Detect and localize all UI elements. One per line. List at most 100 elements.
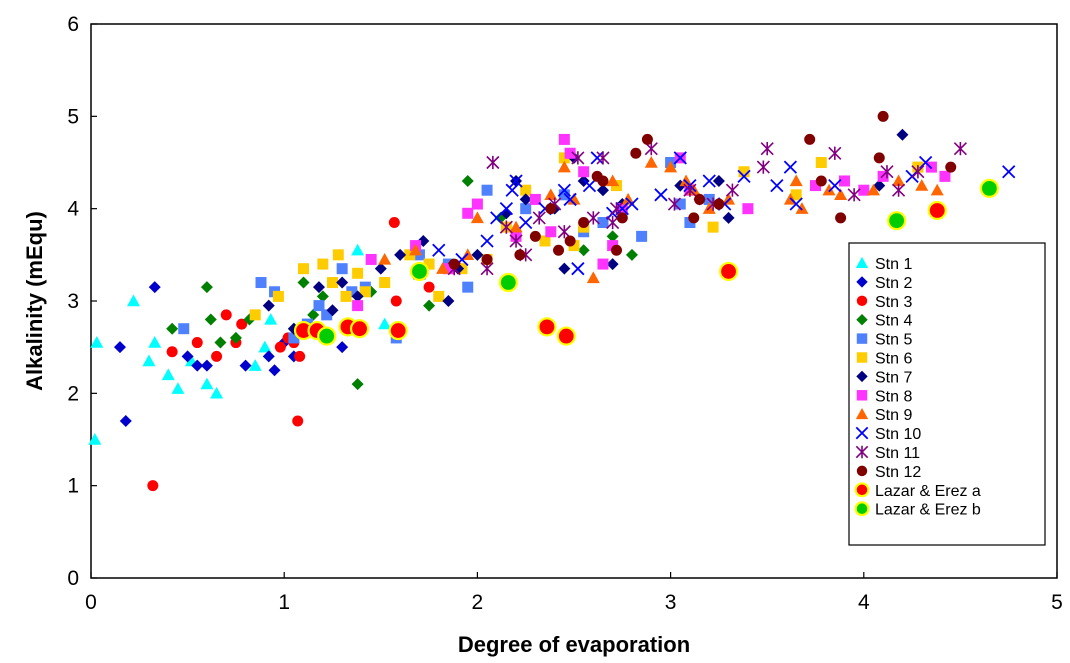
data-point bbox=[148, 336, 162, 348]
data-point bbox=[529, 230, 541, 242]
data-point bbox=[480, 234, 494, 248]
series-4 bbox=[166, 174, 638, 391]
data-point bbox=[388, 217, 400, 229]
data-point bbox=[702, 174, 716, 188]
data-point bbox=[262, 350, 275, 363]
legend-marker bbox=[856, 390, 868, 401]
data-point bbox=[688, 212, 700, 224]
data-point bbox=[606, 215, 620, 230]
x-tick-label: 3 bbox=[665, 591, 677, 614]
y-tick-label: 0 bbox=[67, 567, 79, 590]
data-point bbox=[352, 267, 364, 279]
legend-marker bbox=[856, 333, 868, 344]
data-point bbox=[442, 295, 455, 307]
data-point bbox=[312, 281, 325, 294]
data-point bbox=[858, 184, 870, 196]
data-point bbox=[880, 165, 894, 179]
data-point bbox=[161, 368, 175, 381]
data-point bbox=[606, 230, 619, 243]
data-point bbox=[274, 341, 286, 353]
data-point bbox=[332, 249, 344, 261]
data-point bbox=[553, 244, 565, 256]
data-point bbox=[694, 193, 706, 205]
data-point bbox=[288, 332, 300, 344]
data-point bbox=[641, 133, 653, 145]
legend-label: Stn 11 bbox=[875, 445, 920, 462]
data-point bbox=[578, 217, 590, 229]
data-point bbox=[178, 323, 190, 335]
legend-marker bbox=[854, 501, 870, 517]
data-point bbox=[578, 166, 590, 178]
legend-label: Stn 10 bbox=[875, 426, 921, 443]
legend-item: Stn 8 bbox=[856, 388, 912, 405]
data-point bbox=[378, 252, 392, 265]
data-point bbox=[718, 261, 739, 282]
data-point bbox=[336, 276, 349, 289]
data-point bbox=[448, 258, 460, 270]
legend-marker bbox=[856, 276, 868, 288]
data-point bbox=[625, 248, 638, 261]
series-13 bbox=[293, 200, 947, 346]
data-point bbox=[147, 480, 159, 492]
data-point bbox=[336, 263, 348, 275]
data-point bbox=[204, 313, 217, 326]
data-point bbox=[713, 198, 725, 210]
data-point bbox=[873, 152, 885, 164]
data-points bbox=[88, 110, 1016, 492]
data-point bbox=[815, 157, 827, 168]
legend-item: Stn 9 bbox=[855, 407, 912, 424]
legend-marker bbox=[856, 465, 868, 477]
data-point bbox=[945, 161, 957, 173]
data-point bbox=[307, 308, 320, 321]
data-point bbox=[679, 174, 693, 187]
data-point bbox=[255, 277, 267, 289]
data-point bbox=[340, 290, 352, 302]
data-point bbox=[470, 211, 484, 224]
data-point bbox=[200, 281, 213, 294]
data-point bbox=[684, 217, 696, 229]
data-point bbox=[500, 207, 513, 220]
data-point bbox=[142, 354, 156, 367]
series-12 bbox=[448, 110, 957, 270]
data-point bbox=[432, 243, 446, 257]
data-point bbox=[409, 261, 430, 282]
data-point bbox=[148, 281, 161, 294]
data-point bbox=[795, 202, 809, 214]
data-point bbox=[683, 183, 697, 197]
data-point bbox=[394, 248, 407, 261]
data-point bbox=[520, 184, 532, 196]
data-point bbox=[181, 350, 194, 363]
data-point bbox=[892, 174, 906, 187]
data-point bbox=[725, 183, 739, 197]
data-point bbox=[317, 258, 329, 270]
data-point bbox=[442, 263, 454, 275]
data-point bbox=[264, 312, 278, 325]
data-point bbox=[505, 183, 519, 197]
data-point bbox=[568, 240, 580, 252]
data-point bbox=[911, 165, 925, 179]
data-point bbox=[564, 235, 576, 247]
data-point bbox=[346, 286, 358, 298]
data-point bbox=[630, 147, 642, 159]
data-point bbox=[365, 253, 377, 265]
data-point bbox=[667, 197, 682, 211]
data-point bbox=[249, 309, 261, 321]
data-point bbox=[211, 350, 223, 362]
data-point bbox=[607, 240, 619, 252]
legend-item: Stn 3 bbox=[856, 294, 912, 311]
data-point bbox=[545, 203, 557, 215]
y-tick-label: 4 bbox=[67, 198, 79, 221]
data-point bbox=[621, 192, 635, 205]
data-point bbox=[486, 155, 500, 170]
legend-marker bbox=[856, 314, 868, 326]
legend-item: Stn 5 bbox=[856, 332, 912, 349]
x-axis-title: Degree of evaporation bbox=[458, 632, 690, 657]
data-point bbox=[317, 326, 337, 346]
data-point bbox=[590, 151, 604, 165]
data-point bbox=[789, 197, 803, 211]
series-2 bbox=[113, 281, 349, 428]
legend-item: Stn 4 bbox=[856, 313, 912, 330]
data-point bbox=[577, 244, 590, 257]
data-point bbox=[351, 378, 364, 391]
